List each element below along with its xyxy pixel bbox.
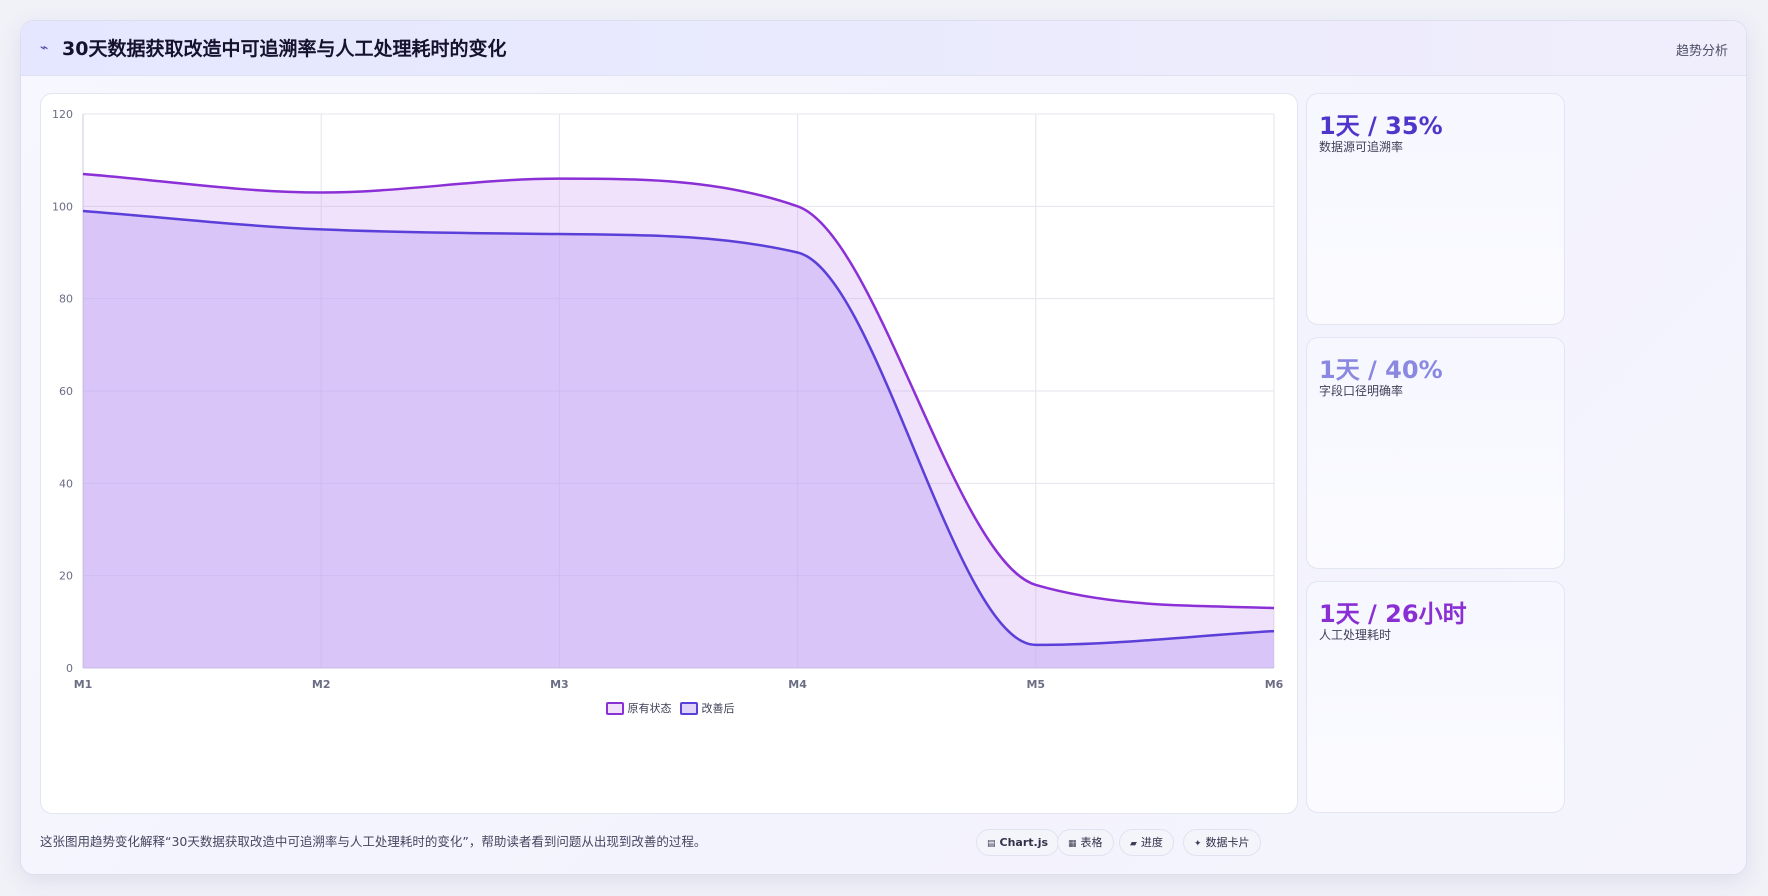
- stat-value: 1天 / 40%: [1319, 356, 1443, 384]
- dashboard-card: ⌁ 30天数据获取改造中可追溯率与人工处理耗时的变化 趋势分析 0 20 40 60 8…: [20, 20, 1747, 875]
- legend-label-original: 原有状态: [627, 702, 672, 715]
- chip-label: Chart.js: [999, 836, 1049, 849]
- chip-chartjs[interactable]: ▤ Chart.js: [976, 829, 1060, 856]
- y-tick-label: 40: [59, 477, 73, 490]
- series-area-1: [83, 210, 1274, 668]
- trend-icon: ⌁: [40, 40, 49, 56]
- y-tick-label: 0: [66, 662, 73, 675]
- y-tick-label: 80: [59, 293, 73, 306]
- x-tick-label: M1: [74, 678, 93, 691]
- y-tick-label: 20: [59, 570, 73, 583]
- chart-icon: ▤: [987, 839, 996, 849]
- table-icon: ▦: [1068, 839, 1077, 849]
- y-tick-label: 100: [52, 200, 73, 213]
- chart-legend: 原有状态 改善后: [41, 698, 1299, 718]
- chart-caption: 这张图用趋势变化解释“30天数据获取改造中可追溯率与人工处理耗时的变化”，帮助读…: [40, 834, 707, 849]
- x-tick-label: M6: [1265, 678, 1284, 691]
- legend-label-improved: 改善后: [701, 702, 735, 715]
- stat-value: 1天 / 26小时: [1319, 600, 1467, 628]
- page-title: 30天数据获取改造中可追溯率与人工处理耗时的变化: [62, 38, 507, 60]
- series-line-0: [82, 172, 1275, 610]
- stat-label: 人工处理耗时: [1319, 628, 1392, 642]
- chip-label: 表格: [1080, 836, 1103, 849]
- stat-label: 字段口径明确率: [1319, 384, 1404, 398]
- legend-item-original[interactable]: 原有状态: [605, 698, 672, 718]
- series-line-1: [82, 209, 1275, 647]
- legend-item-improved[interactable]: 改善后: [679, 698, 735, 718]
- chip-table[interactable]: ▦ 表格: [1057, 829, 1114, 856]
- chip-data-cards[interactable]: ✦ 数据卡片: [1183, 829, 1261, 856]
- progress-icon: ▰: [1130, 839, 1137, 849]
- card-icon: ✦: [1194, 839, 1202, 849]
- stat-card-traceability: 1天 / 35% 数据源可追溯率: [1306, 93, 1565, 325]
- y-tick-label: 120: [52, 108, 73, 121]
- x-tick-label: M5: [1026, 678, 1045, 691]
- x-tick-label: M3: [550, 678, 569, 691]
- chip-label: 数据卡片: [1205, 836, 1250, 849]
- analysis-tag: 趋势分析: [1675, 44, 1728, 59]
- y-tick-label: 60: [59, 385, 73, 398]
- legend-swatch-improved: [679, 701, 698, 715]
- chip-label: 进度: [1140, 836, 1163, 849]
- chip-progress[interactable]: ▰ 进度: [1119, 829, 1174, 856]
- area-chart: 0 20 40 60 80 100 120 M1 M2 M3 M4 M5 M6: [52, 108, 1284, 691]
- stat-value: 1天 / 35%: [1319, 112, 1443, 140]
- stat-card-field-clarity: 1天 / 40% 字段口径明确率: [1306, 337, 1565, 569]
- x-tick-label: M4: [788, 678, 807, 691]
- stat-label: 数据源可追溯率: [1319, 140, 1404, 154]
- card-header: ⌁ 30天数据获取改造中可追溯率与人工处理耗时的变化 趋势分析: [21, 21, 1746, 76]
- stat-card-manual-time: 1天 / 26小时 人工处理耗时: [1306, 581, 1565, 813]
- chart-panel: 0 20 40 60 80 100 120 M1 M2 M3 M4 M5 M6 原有状态 改善后: [40, 93, 1298, 814]
- x-tick-label: M2: [312, 678, 331, 691]
- legend-swatch-original: [605, 701, 624, 715]
